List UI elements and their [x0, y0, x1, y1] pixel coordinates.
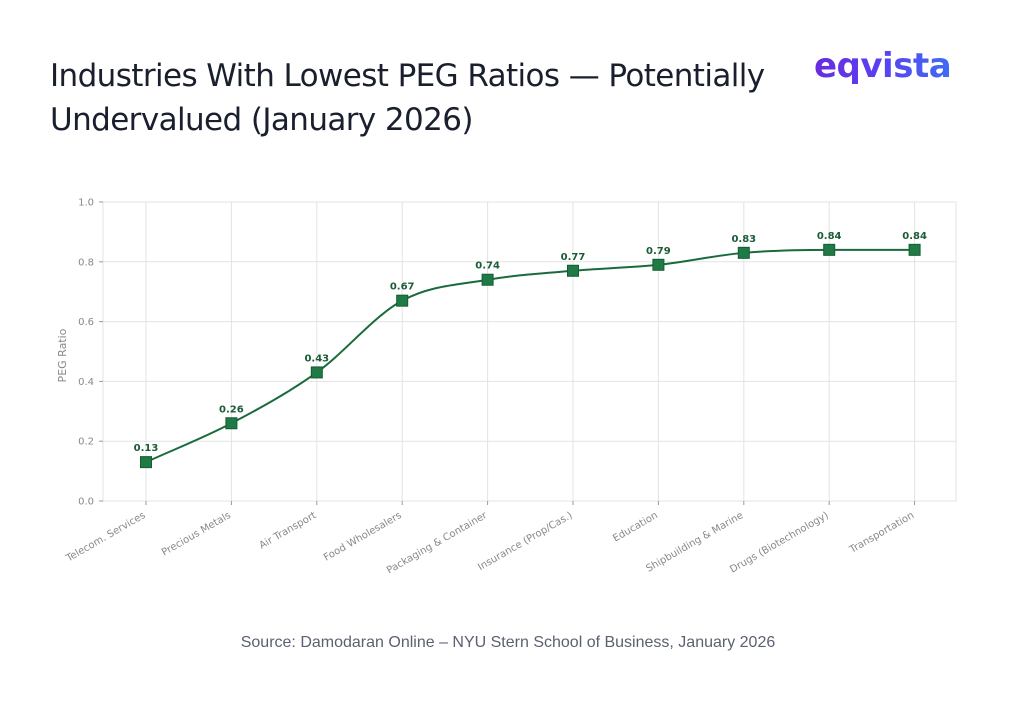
data-label: 0.74	[475, 261, 500, 272]
x-tick-label: Transportation	[847, 510, 916, 556]
source-note: Source: Damodaran Online – NYU Stern Sch…	[240, 634, 776, 651]
y-tick-label: 1.0	[78, 198, 94, 209]
x-tick-label: Food Wholesalers	[322, 510, 404, 564]
x-tick-label: Precious Metals	[160, 510, 233, 558]
x-tick-label: Telecom. Services	[64, 510, 148, 565]
data-marker	[310, 366, 323, 379]
data-label: 0.79	[646, 246, 671, 257]
data-marker	[908, 243, 921, 256]
data-label: 0.43	[304, 353, 329, 364]
y-axis-ticks: 0.0 0.2 0.4 0.6 0.8 1.0	[78, 198, 103, 508]
x-tick-label: Education	[611, 510, 660, 544]
x-tick-label: Air Transport	[258, 510, 319, 551]
y-tick-label: 0.6	[78, 317, 94, 328]
y-tick-label: 0.0	[78, 497, 94, 508]
y-tick-label: 0.4	[78, 377, 94, 388]
data-label: 0.67	[390, 282, 415, 293]
data-label: 0.26	[219, 404, 244, 415]
data-marker	[823, 243, 836, 256]
x-tick-label: Insurance (Prop/Cas.)	[476, 510, 574, 573]
data-marker	[567, 264, 579, 277]
x-axis-ticks: Telecom. Services Precious Metals Air Tran…	[64, 501, 916, 576]
y-tick-label: 0.8	[78, 257, 94, 268]
data-marker	[737, 246, 750, 259]
eqvista-logo: eqvista	[814, 46, 952, 86]
data-label: 0.13	[134, 443, 159, 454]
data-marker	[225, 417, 238, 430]
data-label: 0.84	[817, 231, 842, 242]
data-marker	[396, 294, 409, 307]
data-label: 0.77	[561, 252, 586, 263]
data-markers	[140, 243, 921, 469]
chart-title: Industries With Lowest PEG Ratios — Pote…	[50, 58, 765, 138]
data-label: 0.84	[902, 231, 927, 242]
data-labels: 0.13 0.26 0.43 0.67 0.74 0.77 0.79 0.83 0.84 0.84	[134, 231, 927, 454]
data-marker	[481, 273, 494, 286]
series-line	[145, 248, 915, 464]
data-marker	[140, 456, 152, 469]
data-label: 0.83	[731, 234, 756, 245]
data-marker	[652, 258, 665, 271]
y-tick-label: 0.2	[78, 437, 94, 448]
y-axis-label: PEG Ratio	[56, 328, 69, 382]
